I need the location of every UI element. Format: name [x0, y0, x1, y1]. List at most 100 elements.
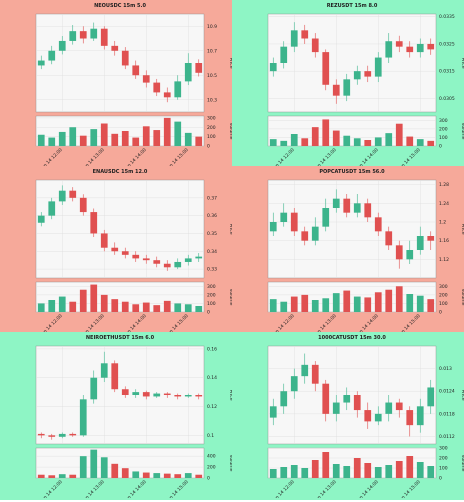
candle-body	[332, 402, 340, 414]
candle-body	[100, 363, 108, 378]
y-tick-label: 0.36	[207, 213, 217, 219]
x-tick-label: Sep 14 15:00	[396, 479, 422, 498]
candle-body	[79, 197, 87, 213]
candle-body	[69, 31, 77, 41]
volume-bar	[416, 295, 424, 312]
y-tick-label: 1.24	[439, 201, 449, 207]
candle-body	[184, 395, 192, 397]
y2-tick-label: 200	[439, 292, 448, 298]
volume-bar	[69, 127, 77, 146]
candle-body	[353, 203, 361, 213]
y2-axis-label: Volume	[460, 289, 464, 306]
y2-tick-label: 400	[207, 454, 216, 460]
volume-bar	[121, 468, 129, 478]
y-tick-label: 0.12	[207, 404, 217, 410]
candle-body	[280, 391, 288, 407]
volume-bar	[79, 456, 87, 478]
candle-body	[174, 81, 182, 98]
chart-panel: ENAUSDC 15m 12.0 Price Volume 0.33 0.34 0.35 0…	[0, 166, 234, 339]
candle-body	[406, 46, 414, 53]
candle-body	[69, 433, 77, 436]
candle-body	[90, 377, 98, 400]
volume-bar	[290, 134, 298, 146]
y2-tick-label: 0	[439, 144, 442, 150]
volume-bar	[184, 132, 192, 146]
candle-body	[269, 406, 277, 418]
candle-body	[406, 410, 414, 426]
candle-body	[37, 433, 45, 436]
plot-area	[267, 345, 437, 445]
candle-body	[121, 50, 129, 66]
volume-bar	[163, 473, 171, 478]
y2-axis-label: Volume	[228, 123, 232, 140]
x-tick-label: Sep 14 14:00	[354, 479, 380, 498]
volume-bar	[385, 465, 393, 478]
x-tick-label: Sep 14 13:00	[80, 479, 106, 498]
chart: ENAUSDC 15m 12.0 Price Volume 0.33 0.34 0.35 0…	[35, 169, 234, 339]
candle-body	[37, 60, 45, 66]
volume-bar	[37, 303, 45, 312]
y2-tick-label: 100	[439, 301, 448, 307]
candle-body	[132, 254, 140, 259]
candle-body	[142, 75, 150, 83]
y-tick-label: 10.3	[207, 97, 217, 103]
y2-axis-label: Volume	[228, 289, 232, 306]
x-tick-label: Sep 14 14:00	[354, 147, 380, 166]
volume-bar	[395, 123, 403, 146]
volume-bar	[290, 296, 298, 312]
y2-tick-label: 300	[439, 118, 448, 124]
y2-tick-label: 200	[439, 456, 448, 462]
volume-bar	[322, 452, 330, 478]
y2-tick-label: 200	[439, 126, 448, 132]
candle-body	[416, 43, 424, 53]
volume-bar	[153, 473, 161, 478]
candle-body	[301, 30, 309, 39]
x-tick-label: Sep 14 12:00	[38, 479, 64, 498]
candle-body	[322, 208, 330, 227]
volume-bar	[111, 299, 119, 312]
y-axis-label: Price	[460, 58, 464, 69]
volume-bar	[142, 126, 150, 146]
volume-bar	[343, 135, 351, 146]
chart-title: NEOUSDC 15m 5.0	[94, 3, 146, 9]
y2-axis-label: Volume	[228, 455, 232, 472]
candle-body	[195, 256, 203, 259]
y2-tick-label: 0	[207, 144, 210, 150]
volume-bar	[311, 460, 319, 478]
candle-body	[184, 63, 192, 82]
plot-area	[267, 13, 437, 113]
chart-panel: NEIROETHUSDT 15m 6.0 Price Volume 0.1 0.12 0.…	[0, 332, 234, 502]
candle-body	[48, 201, 56, 216]
y2-tick-label: 0	[439, 476, 442, 482]
volume-bar	[395, 461, 403, 478]
volume-bar	[427, 299, 435, 312]
x-tick-label: Sep 14 12:00	[38, 313, 64, 332]
x-tick-label: Sep 14 12:00	[270, 479, 296, 498]
candle-body	[58, 190, 66, 202]
volume-bar	[58, 296, 66, 312]
volume-bar	[90, 284, 98, 312]
volume-bar	[353, 138, 361, 146]
candle-body	[332, 84, 340, 96]
chart: NEOUSDC 15m 5.0 Price Volume 10.3 10.5 10.7 10…	[35, 3, 234, 173]
y-tick-label: 10.9	[207, 24, 217, 30]
candle-body	[79, 31, 87, 39]
volume-bar	[90, 129, 98, 146]
volume-bar	[332, 464, 340, 478]
volume-bar	[406, 456, 414, 478]
candle-body	[427, 43, 435, 50]
volume-bar	[353, 296, 361, 312]
candle-body	[153, 82, 161, 93]
volume-bar	[395, 286, 403, 312]
volume-bar	[121, 131, 129, 146]
volume-bar	[37, 474, 45, 478]
volume-bar	[374, 137, 382, 146]
y-tick-label: 1.28	[439, 182, 449, 188]
candle-body	[374, 57, 382, 77]
volume-bar	[364, 297, 372, 312]
candle-body	[385, 231, 393, 246]
y-axis-label: Price	[228, 58, 232, 69]
volume-bar	[132, 304, 140, 312]
x-tick-label: Sep 14 13:00	[312, 313, 338, 332]
candle-body	[111, 45, 119, 51]
